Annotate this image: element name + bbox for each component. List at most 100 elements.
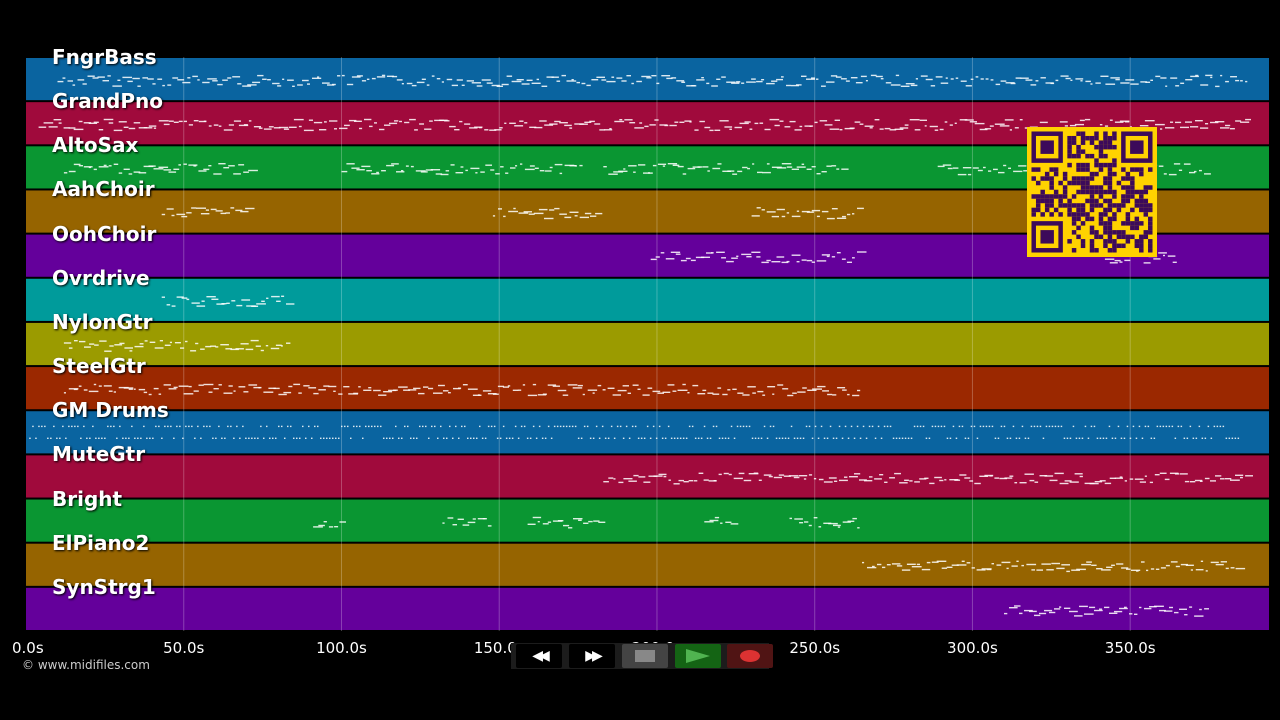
play-button[interactable] <box>675 644 721 668</box>
note <box>164 425 166 428</box>
note <box>879 474 884 476</box>
note <box>940 82 949 84</box>
note <box>1004 612 1008 615</box>
note <box>774 124 780 127</box>
note <box>1144 607 1152 610</box>
rewind-button[interactable]: ◀◀ <box>516 644 562 668</box>
note <box>492 215 496 217</box>
note <box>455 172 464 174</box>
note <box>772 393 775 395</box>
note <box>256 303 266 305</box>
note <box>220 212 227 215</box>
note <box>198 384 204 386</box>
note <box>108 390 113 392</box>
note <box>63 342 72 344</box>
note <box>1065 77 1071 80</box>
note <box>1195 120 1203 122</box>
note <box>142 77 148 79</box>
note <box>882 566 886 569</box>
note <box>799 125 803 128</box>
note <box>541 437 544 439</box>
note <box>701 256 710 258</box>
note <box>452 437 454 439</box>
note <box>1045 82 1054 84</box>
note <box>501 83 509 86</box>
note <box>954 479 961 481</box>
note <box>238 386 246 388</box>
note <box>1024 609 1033 612</box>
note <box>665 258 675 260</box>
note <box>569 127 573 129</box>
note <box>203 425 205 428</box>
track-label: NylonGtr <box>52 309 153 334</box>
note <box>1078 437 1081 439</box>
note <box>1104 606 1110 609</box>
note <box>748 425 751 428</box>
fast-forward-button[interactable]: ▶▶ <box>569 644 615 668</box>
note <box>776 167 787 169</box>
note <box>180 347 185 349</box>
note <box>679 121 685 123</box>
note <box>1185 121 1192 123</box>
note <box>1100 75 1109 77</box>
note <box>892 437 895 439</box>
note <box>1204 437 1207 439</box>
note <box>879 128 884 130</box>
note <box>945 77 948 79</box>
note <box>443 437 445 439</box>
note <box>166 304 171 306</box>
note <box>849 476 858 478</box>
note <box>559 425 562 428</box>
note <box>1189 481 1196 483</box>
note <box>901 569 911 571</box>
note <box>1194 170 1197 173</box>
note <box>110 425 112 428</box>
note <box>844 127 854 130</box>
note <box>1096 437 1099 439</box>
note <box>652 425 655 428</box>
note <box>586 425 589 428</box>
note <box>329 437 331 439</box>
note <box>467 521 476 524</box>
note <box>386 164 395 167</box>
note <box>554 163 563 166</box>
note <box>808 425 811 428</box>
note <box>538 425 541 428</box>
note <box>365 425 367 428</box>
note <box>168 388 177 390</box>
note <box>482 390 492 392</box>
note <box>98 437 100 439</box>
note <box>667 425 670 428</box>
note <box>173 437 175 439</box>
note <box>271 295 280 298</box>
note <box>707 392 714 394</box>
note <box>671 77 677 79</box>
note <box>1204 477 1210 480</box>
note <box>634 127 644 129</box>
note <box>1024 473 1034 475</box>
note <box>163 169 172 171</box>
note <box>837 526 841 528</box>
note <box>894 472 901 475</box>
note <box>144 340 148 342</box>
note <box>909 119 920 121</box>
note <box>1006 437 1009 439</box>
note <box>832 394 837 396</box>
note <box>401 437 403 439</box>
note <box>230 207 235 209</box>
note <box>619 425 622 428</box>
note <box>556 80 561 82</box>
stop-button[interactable] <box>622 644 668 668</box>
note <box>739 425 742 428</box>
note <box>473 437 475 439</box>
note <box>1195 437 1198 439</box>
note <box>228 385 233 387</box>
track-label: AahChoir <box>52 177 155 202</box>
note <box>444 120 450 122</box>
note <box>789 120 796 123</box>
note <box>251 305 259 307</box>
note <box>567 384 578 386</box>
record-button[interactable] <box>727 644 773 668</box>
note <box>675 253 681 255</box>
note <box>456 79 463 81</box>
